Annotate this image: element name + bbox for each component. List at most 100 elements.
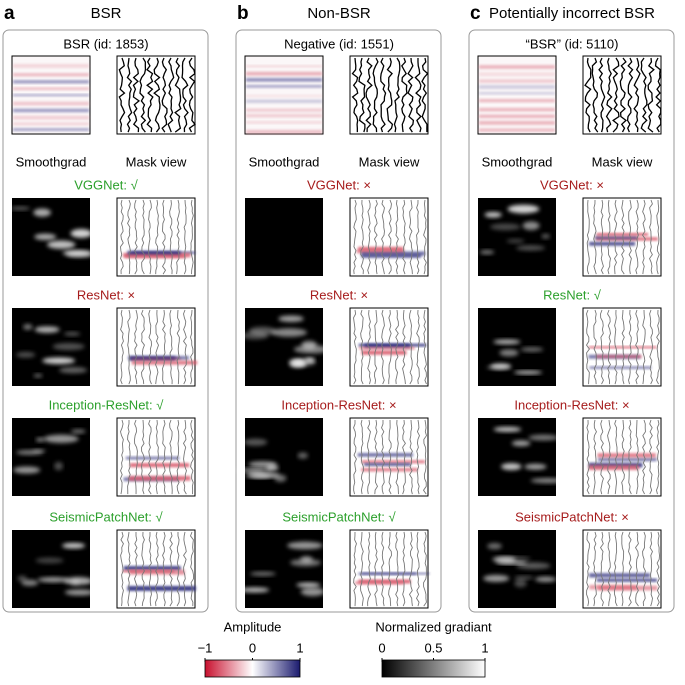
- seismic-trace: [367, 531, 371, 607]
- seismic-band: [246, 113, 322, 118]
- seismic-band: [246, 94, 322, 98]
- panel-frame: [235, 29, 442, 613]
- mask-band: [597, 453, 656, 458]
- gradient-blob: [516, 562, 551, 570]
- seismic-trace: [628, 531, 632, 607]
- gradient-blob: [534, 576, 557, 582]
- gradient-blob: [63, 332, 81, 336]
- seismic-band: [246, 85, 322, 88]
- gradient-blob: [37, 577, 69, 583]
- colorbar-tick-label: 1: [481, 640, 488, 655]
- seismic-trace: [120, 419, 124, 495]
- seismic-trace: [141, 309, 145, 385]
- gradient-blob: [304, 357, 315, 363]
- seismic-band: [479, 114, 555, 118]
- seismic-trace: [607, 309, 611, 385]
- gradient-blob: [511, 440, 531, 447]
- seismic-trace: [642, 531, 646, 607]
- seismic-trace: [414, 57, 422, 133]
- colorbar-title: Amplitude: [224, 619, 282, 634]
- seismic-band: [479, 107, 555, 112]
- example-label: “BSR” (id: 5110): [526, 36, 619, 51]
- mask-view-image: [582, 55, 662, 135]
- seismic-trace: [584, 57, 592, 133]
- seismic-trace: [161, 199, 167, 275]
- seismic-trace: [190, 199, 194, 275]
- colorbar-title: Normalized gradiant: [375, 619, 492, 634]
- gradient-blob: [528, 434, 559, 441]
- seismic-trace: [626, 57, 634, 133]
- seismic-trace: [635, 419, 639, 495]
- example-label: BSR (id: 1853): [63, 36, 148, 51]
- panel-title: Potentially incorrect BSR: [489, 5, 655, 22]
- seismic-trace: [607, 199, 611, 275]
- seismic-trace: [148, 309, 152, 385]
- seismic-trace: [593, 531, 597, 607]
- seismic-trace: [388, 199, 392, 275]
- seismic-trace: [126, 57, 133, 133]
- seismic-band: [13, 94, 89, 97]
- seismic-trace: [118, 57, 126, 133]
- seismic-band: [479, 99, 555, 103]
- gradient-blob: [514, 579, 527, 588]
- gradient-blob: [497, 556, 531, 561]
- gradient-blob: [21, 579, 39, 586]
- seismic-trace: [656, 531, 660, 607]
- colorbar-tick-label: 0.5: [424, 640, 442, 655]
- seismic-trace: [132, 57, 141, 133]
- panel-letter: a: [4, 3, 15, 24]
- seismic-trace: [649, 199, 653, 275]
- seismic-trace: [593, 419, 597, 495]
- gradient-blob: [58, 366, 88, 374]
- seismic-trace: [374, 199, 378, 275]
- seismic-trace: [120, 531, 124, 607]
- mask-band: [358, 246, 404, 252]
- seismic-trace: [593, 199, 597, 275]
- seismic-trace: [402, 199, 406, 275]
- gradient-blob: [296, 582, 321, 588]
- gradient-blob: [32, 449, 46, 453]
- seismic-trace: [155, 309, 159, 385]
- gradient-blob: [54, 461, 64, 471]
- mask-view-image: [116, 307, 196, 387]
- model-verdict: SeismicPatchNet: √: [282, 509, 396, 524]
- mask-band: [361, 350, 407, 355]
- gradient-blob: [248, 461, 277, 468]
- seismic-trace: [374, 309, 378, 385]
- gradient-blob: [513, 370, 543, 375]
- seismic-trace: [367, 199, 371, 275]
- seismic-trace: [605, 57, 613, 133]
- seismic-band: [479, 65, 555, 69]
- seismic-trace: [421, 57, 429, 133]
- seismic-trace: [183, 531, 187, 607]
- mask-band: [125, 456, 180, 460]
- gradient-blob: [248, 326, 276, 336]
- seismic-band: [479, 85, 555, 89]
- mask-band: [596, 578, 658, 582]
- gradient-blob: [501, 463, 522, 471]
- seismic-trace: [167, 57, 175, 133]
- seismic-trace: [127, 199, 131, 275]
- panel-title: Non-BSR: [307, 5, 371, 22]
- mask-band: [364, 463, 411, 466]
- model-verdict: Inception-ResNet: ×: [281, 397, 396, 412]
- gradient-blob: [243, 438, 268, 446]
- seismic-trace: [635, 199, 639, 275]
- seismic-trace: [162, 419, 166, 495]
- seismic-trace: [169, 199, 173, 275]
- seismic-trace: [353, 419, 357, 495]
- colorbar-tick-label: −1: [198, 640, 213, 655]
- seismic-trace: [153, 57, 161, 133]
- seismic-trace: [134, 531, 138, 607]
- seismic-trace: [401, 57, 408, 133]
- mask-band: [358, 572, 417, 575]
- seismic-trace: [141, 419, 145, 495]
- seismic-band: [479, 72, 555, 77]
- seismic-trace: [599, 531, 604, 607]
- seismic-trace: [388, 419, 392, 495]
- seismic-trace: [372, 57, 379, 133]
- seismic-trace: [134, 199, 138, 275]
- seismic-trace: [374, 531, 378, 607]
- seismic-band: [13, 128, 89, 131]
